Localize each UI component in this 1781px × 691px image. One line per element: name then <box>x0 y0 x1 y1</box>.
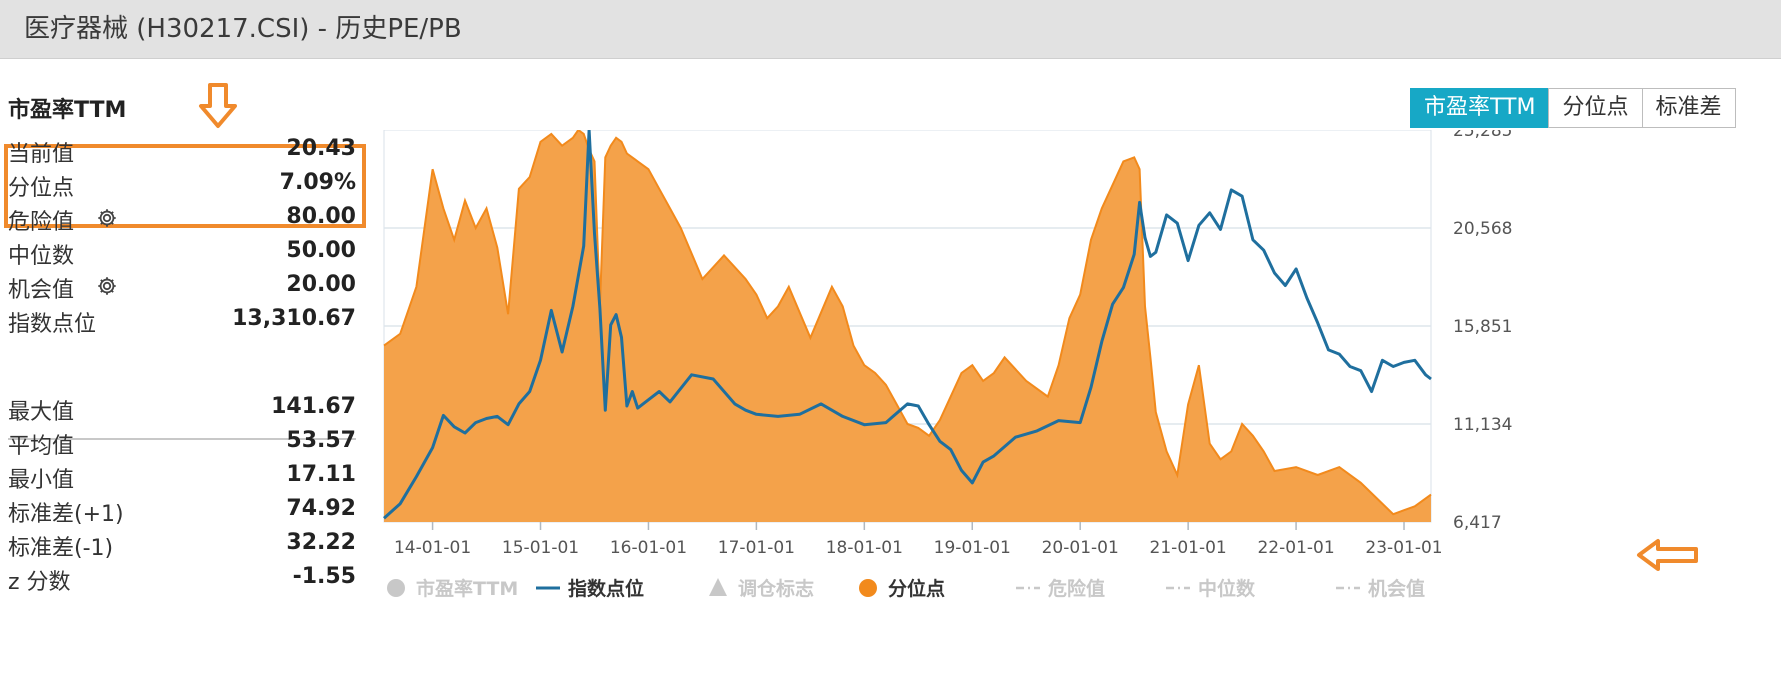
x-tick-label: 16-01-01 <box>610 538 687 558</box>
tab-pe-ttm[interactable]: 市盈率TTM <box>1410 88 1550 128</box>
stat-value: 141.67 <box>271 394 356 419</box>
y-right-tick-label: 20,568 <box>1453 219 1512 239</box>
stat-row-current: 当前值 20.43 <box>8 132 356 170</box>
stat-row-min: 最小值 17.11 <box>8 458 356 496</box>
stat-row-std-minus: 标准差(-1) 32.22 <box>8 526 356 564</box>
stat-value: 50.00 <box>286 238 356 263</box>
stat-row-index-level: 指数点位 13,310.67 <box>8 302 356 340</box>
stat-label: 平均值 <box>8 434 75 459</box>
stat-label: 机会值 <box>8 278 75 303</box>
legend-marker-circle <box>859 579 877 597</box>
tab-percentile[interactable]: 分位点 <box>1548 88 1643 128</box>
metric-tabs: 市盈率TTM 分位点 标准差 <box>1410 88 1736 128</box>
stat-value: 80.00 <box>286 204 356 229</box>
legend-item: 指数点位 <box>536 577 644 600</box>
stat-row-mean: 平均值 53.57 <box>8 424 356 462</box>
legend-label: 调仓标志 <box>738 577 814 600</box>
y-right-tick-label: 15,851 <box>1453 317 1512 337</box>
stat-value: 20.43 <box>286 136 356 161</box>
legend-item: 中位数 <box>1166 577 1256 600</box>
stat-value: 53.57 <box>286 428 356 453</box>
stat-label: 最小值 <box>8 468 75 493</box>
stat-value: 74.92 <box>286 496 356 521</box>
stat-value: -1.55 <box>292 564 356 589</box>
percentile-line <box>383 130 1432 516</box>
legend-marker-circle <box>387 579 405 597</box>
stat-label: 分位点 <box>8 176 75 201</box>
y-right-tick-label: 6,417 <box>1453 513 1502 533</box>
legend-label: 分位点 <box>888 577 945 600</box>
x-tick-label: 19-01-01 <box>934 538 1011 558</box>
legend-item: 调仓标志 <box>709 577 814 600</box>
legend-label: 危险值 <box>1048 577 1105 600</box>
legend-item: 危险值 <box>1016 577 1105 600</box>
stat-value: 32.22 <box>286 530 356 555</box>
arrow-left-icon <box>1637 539 1698 571</box>
x-tick-label: 18-01-01 <box>826 538 903 558</box>
stat-value: 13,310.67 <box>232 306 356 331</box>
y-right-tick-label: 25,285 <box>1453 130 1512 141</box>
legend-marker-triangle <box>709 578 727 596</box>
stat-label: z 分数 <box>8 570 71 595</box>
gear-icon[interactable] <box>96 207 118 229</box>
arrow-down-icon <box>199 83 237 128</box>
tab-std-dev[interactable]: 标准差 <box>1641 88 1736 128</box>
legend-label: 指数点位 <box>568 577 644 600</box>
gear-icon[interactable] <box>96 275 118 297</box>
x-tick-label: 21-01-01 <box>1150 538 1227 558</box>
stat-label: 危险值 <box>8 210 75 235</box>
legend-label: 市盈率TTM <box>416 577 518 600</box>
legend-item: 分位点 <box>859 577 945 600</box>
index-line <box>382 130 1432 520</box>
pe-history-chart: 02550751006,41711,13415,85120,56825,2851… <box>382 130 1512 600</box>
stat-label: 标准差(+1) <box>8 502 124 527</box>
y-right-tick-label: 11,134 <box>1453 415 1512 435</box>
stat-label: 指数点位 <box>8 312 97 337</box>
title-bar: 医疗器械 (H30217.CSI) - 历史PE/PB <box>0 0 1781 59</box>
stat-row-percentile: 分位点 7.09% <box>8 166 356 204</box>
stat-row-opportunity: 机会值 20.00 <box>8 268 356 306</box>
stat-row-zscore: z 分数 -1.55 <box>8 560 356 598</box>
stat-label: 标准差(-1) <box>8 536 114 561</box>
x-tick-label: 20-01-01 <box>1042 538 1119 558</box>
stats-heading: 市盈率TTM <box>8 98 127 123</box>
x-tick-label: 15-01-01 <box>502 538 579 558</box>
legend-item: 机会值 <box>1336 577 1425 600</box>
stat-label: 中位数 <box>8 244 75 269</box>
legend-label: 中位数 <box>1198 577 1256 600</box>
x-tick-label: 14-01-01 <box>394 538 471 558</box>
stat-row-std-plus: 标准差(+1) 74.92 <box>8 492 356 530</box>
current-value-highlight <box>4 144 366 228</box>
x-tick-label: 23-01-01 <box>1365 538 1442 558</box>
stats-divider <box>8 438 356 440</box>
stat-value: 20.00 <box>286 272 356 297</box>
stat-row-max: 最大值 141.67 <box>8 390 356 428</box>
stat-value: 17.11 <box>286 462 356 487</box>
legend-label: 机会值 <box>1368 577 1425 600</box>
stat-label: 当前值 <box>8 142 75 167</box>
percentile-area <box>384 130 1431 522</box>
window-title: 医疗器械 (H30217.CSI) - 历史PE/PB <box>24 14 462 44</box>
x-tick-label: 22-01-01 <box>1257 538 1334 558</box>
x-tick-label: 17-01-01 <box>718 538 795 558</box>
stat-value: 7.09% <box>279 170 356 195</box>
stat-label: 最大值 <box>8 400 75 425</box>
legend-item: 市盈率TTM <box>387 577 518 600</box>
stat-row-median: 中位数 50.00 <box>8 234 356 272</box>
stat-row-danger: 危险值 80.00 <box>8 200 356 238</box>
